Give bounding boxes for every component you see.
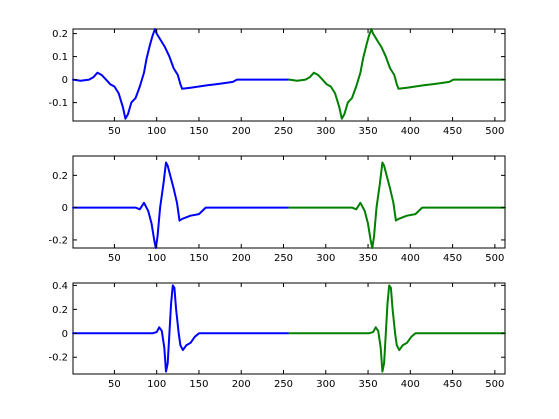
series-line-1	[72, 28, 290, 120]
y-tick-label: 0	[62, 75, 68, 86]
x-tick-label: 350	[358, 379, 377, 390]
subplot-1: 50 100 150 200 250 300 350 400 450 500 -0.1 0 0.1 0.2	[48, 28, 506, 137]
axes-frame	[72, 28, 506, 122]
x-tick-label: 400	[401, 253, 420, 264]
y-tick-label: 0.1	[52, 52, 68, 63]
x-tick-label: 400	[401, 126, 420, 137]
series-line-1	[72, 161, 290, 249]
x-tick-label: 450	[443, 126, 462, 137]
x-tick-label: 200	[232, 126, 251, 137]
y-tick-label: 0.2	[52, 305, 68, 316]
x-tick-label: 350	[358, 126, 377, 137]
x-tick-label: 100	[147, 379, 166, 390]
series-line-2	[288, 28, 506, 120]
x-tick-label: 300	[316, 379, 335, 390]
x-tick-label: 150	[189, 379, 208, 390]
subplot-3: 50 100 150 200 250 300 350 400 450 500 -0.2 0 0.2 0.4	[48, 281, 506, 390]
y-tick-label: 0	[62, 329, 68, 340]
y-tick-label: -0.2	[48, 353, 68, 364]
x-tick-label: 150	[189, 126, 208, 137]
x-tick-label: 250	[274, 379, 293, 390]
axes-frame	[72, 282, 506, 375]
y-tick-label: 0.4	[52, 281, 68, 292]
x-tick-label: 450	[443, 253, 462, 264]
y-tick-label: 0.2	[52, 29, 68, 40]
y-tick-label: -0.2	[48, 235, 68, 246]
series-line-2	[288, 161, 506, 249]
x-tick-label: 200	[232, 379, 251, 390]
x-tick-label: 250	[274, 253, 293, 264]
x-tick-label: 500	[485, 126, 504, 137]
x-tick-label: 200	[232, 253, 251, 264]
y-tick-label: 0	[62, 203, 68, 214]
x-tick-label: 500	[485, 379, 504, 390]
axes-frame	[72, 155, 506, 249]
x-tick-label: 50	[108, 379, 121, 390]
x-tick-label: 300	[316, 126, 335, 137]
x-tick-label: 250	[274, 126, 293, 137]
x-tick-label: 50	[108, 126, 121, 137]
x-tick-label: 350	[358, 253, 377, 264]
x-tick-label: 150	[189, 253, 208, 264]
x-tick-label: 300	[316, 253, 335, 264]
x-tick-label: 450	[443, 379, 462, 390]
series-line-1	[72, 284, 290, 373]
x-tick-label: 50	[108, 253, 121, 264]
subplot-2: 50 100 150 200 250 300 350 400 450 500 -0.2 0 0.2	[48, 155, 506, 264]
y-tick-label: 0.2	[52, 171, 68, 182]
y-tick-label: -0.1	[48, 98, 68, 109]
x-tick-label: 400	[401, 379, 420, 390]
x-tick-label: 100	[147, 253, 166, 264]
x-tick-label: 500	[485, 253, 504, 264]
x-tick-label: 100	[147, 126, 166, 137]
series-line-2	[288, 284, 506, 373]
